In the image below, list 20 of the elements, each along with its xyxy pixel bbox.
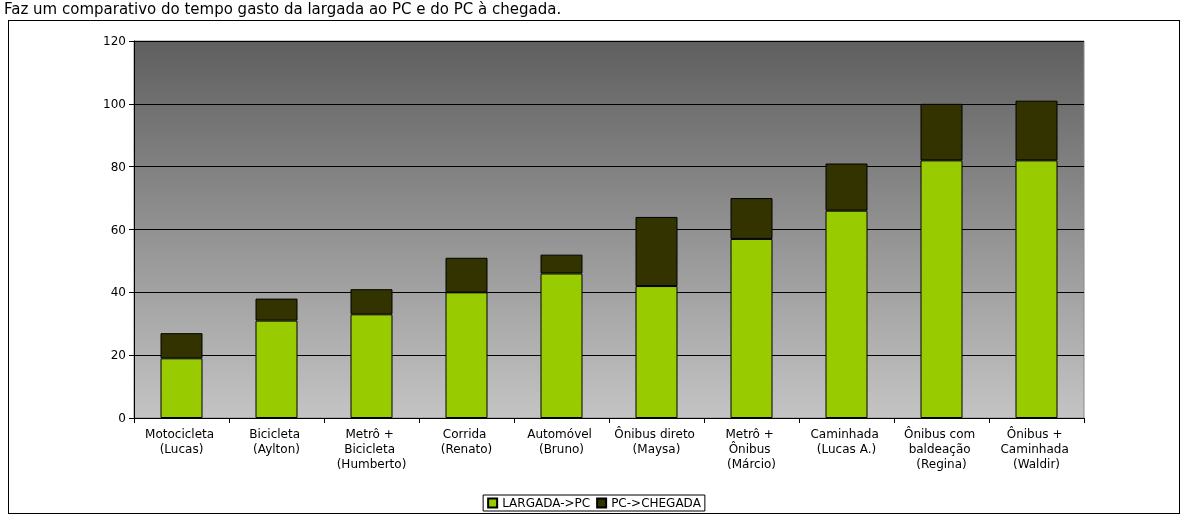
y-tick-label: 80 xyxy=(110,159,126,174)
x-tick-label: Metrô + Bicicleta (Humberto) xyxy=(336,426,407,471)
legend-label: PC->CHEGADA xyxy=(611,496,702,510)
x-tick-label: Bicicleta (Aylton) xyxy=(249,426,304,456)
legend-label: LARGADA->PC xyxy=(502,496,591,510)
x-tick-label: Automóvel (Bruno) xyxy=(527,426,596,456)
x-tick-label: Metrô + Ônibus (Márcio) xyxy=(725,426,778,471)
y-tick-label: 120 xyxy=(103,34,126,48)
y-tick-label: 40 xyxy=(110,285,126,300)
x-tick-label: Ônibus + Caminhada (Waldir) xyxy=(1000,425,1073,471)
y-tick-label: 20 xyxy=(110,348,126,363)
y-tick-label: 100 xyxy=(103,96,126,111)
x-tick-label: Caminhada (Lucas A.) xyxy=(810,426,883,456)
y-tick-label: 60 xyxy=(110,222,126,237)
x-tick-label: Ônibus direto (Maysa) xyxy=(614,425,699,456)
x-tick-label: Corrida (Renato) xyxy=(440,426,493,456)
chart-title: Faz um comparativo do tempo gasto da largada ao PC e do PC à chegada. xyxy=(4,0,562,18)
y-tick-label: 0 xyxy=(118,411,126,425)
x-tick-label: Motocicleta (Lucas) xyxy=(145,426,218,456)
x-tick-label: Ônibus com baldeação (Regina) xyxy=(903,425,980,471)
